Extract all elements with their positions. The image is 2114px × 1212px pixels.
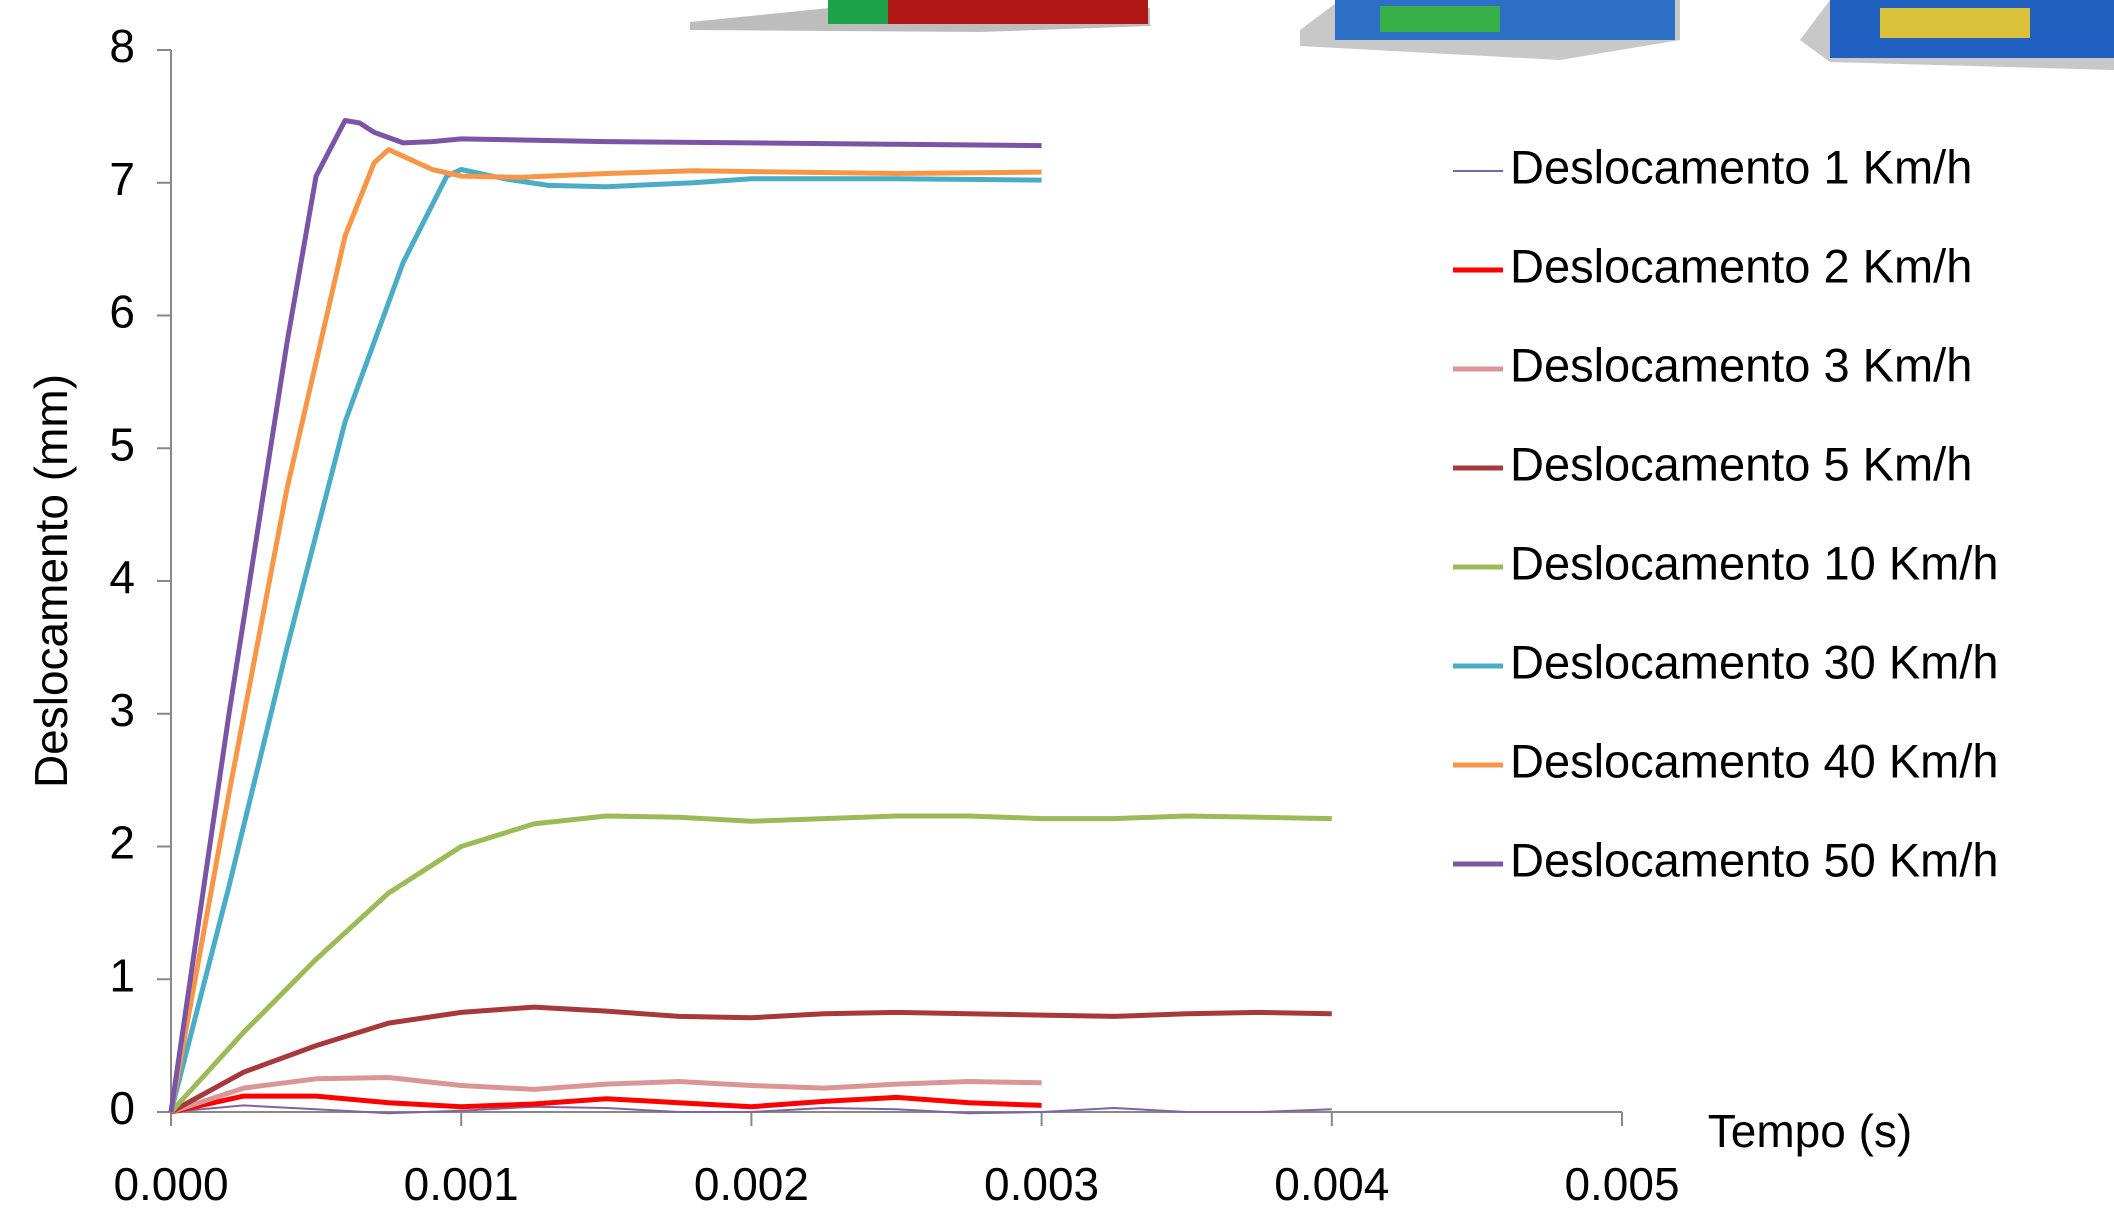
- x-tick-label: 0.001: [404, 1158, 519, 1210]
- y-tick-label: 0: [109, 1082, 135, 1134]
- x-tick-label: 0.003: [984, 1158, 1099, 1210]
- y-tick-label: 8: [109, 20, 135, 72]
- legend-label: Deslocamento 10 Km/h: [1510, 536, 1999, 589]
- x-tick-label: 0.004: [1274, 1158, 1389, 1210]
- x-axis-label: Tempo (s): [1708, 1105, 1912, 1157]
- legend-label: Deslocamento 5 Km/h: [1510, 437, 1972, 490]
- series-line: [171, 150, 1042, 1112]
- y-tick-label: 3: [109, 684, 135, 736]
- y-axis-label: Deslocamento (mm): [25, 374, 77, 788]
- series-line: [171, 816, 1332, 1112]
- y-tick-label: 4: [109, 551, 135, 603]
- y-tick-label: 1: [109, 949, 135, 1001]
- x-tick-label: 0.002: [694, 1158, 809, 1210]
- legend-label: Deslocamento 1 Km/h: [1510, 140, 1972, 193]
- legend-label: Deslocamento 30 Km/h: [1510, 635, 1999, 688]
- x-tick-label: 0.000: [113, 1158, 228, 1210]
- y-tick-label: 6: [109, 286, 135, 338]
- decor-images: [690, 0, 2114, 70]
- series-line: [171, 120, 1042, 1112]
- chart: Tempo (s) Deslocamento (mm) 0 1 2 3 4 5 6 7 8 0.0…: [0, 0, 2114, 1212]
- legend-label: Deslocamento 3 Km/h: [1510, 338, 1972, 391]
- y-tick-label: 7: [109, 153, 135, 205]
- legend-label: Deslocamento 2 Km/h: [1510, 239, 1972, 292]
- legend-label: Deslocamento 40 Km/h: [1510, 734, 1999, 787]
- y-tick-label: 5: [109, 418, 135, 470]
- legend-label: Deslocamento 50 Km/h: [1510, 833, 1999, 886]
- x-tick-label: 0.005: [1564, 1158, 1679, 1210]
- y-tick-label: 2: [109, 817, 135, 869]
